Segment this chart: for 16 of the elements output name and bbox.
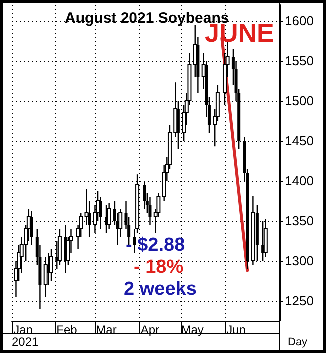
y-tick-label: 1350	[285, 214, 314, 228]
annotation: 2 weeks	[124, 279, 197, 300]
y-tick-label: 1400	[285, 174, 314, 188]
x-axis-title: Day	[288, 336, 308, 348]
y-tick-label: 1300	[285, 254, 314, 268]
annotation: - $2.88	[126, 235, 186, 256]
y-tick-label: 1450	[285, 134, 314, 148]
text: 2021	[12, 335, 40, 349]
chart-title: August 2021 Soybeans	[65, 10, 230, 27]
candlestick	[143, 180, 146, 210]
y-tick-label: 1600	[285, 14, 314, 28]
y-tick-label: 1250	[285, 294, 314, 308]
candlestick	[30, 210, 34, 246]
y-tick-label: 1500	[285, 94, 314, 108]
y-tick-label: 1550	[285, 54, 314, 68]
annotation: - 18%	[134, 257, 184, 278]
